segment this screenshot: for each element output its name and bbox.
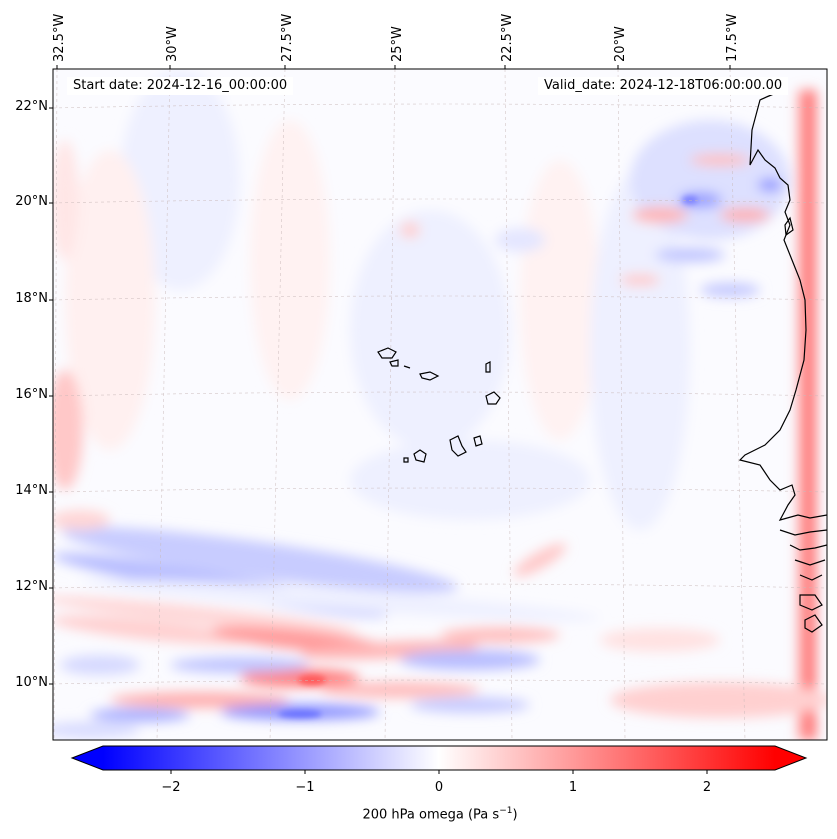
lat-label-22n: 22°N bbox=[15, 99, 48, 114]
colorbar-label: 200 hPa omega (Pa s−1) bbox=[362, 806, 518, 823]
lon-label-32-5w: 32.5°W bbox=[52, 13, 67, 62]
colorbar-tick-label: −1 bbox=[295, 780, 315, 795]
colorbar-units-exponent: −1 bbox=[499, 806, 513, 816]
lat-label-14n: 14°N bbox=[15, 483, 48, 498]
lon-label-20w: 20°W bbox=[613, 26, 628, 62]
lat-label-12n: 12°N bbox=[15, 579, 48, 594]
colorbar bbox=[70, 745, 808, 774]
colorbar-variable: 200 hPa omega bbox=[362, 807, 464, 823]
cape-verde-islands bbox=[377, 347, 501, 463]
start-date-label: Start date: 2024-12-16_00:00:00 bbox=[67, 77, 294, 95]
lon-label-17-5w: 17.5°W bbox=[725, 13, 740, 62]
map-frame bbox=[52, 68, 828, 741]
lat-label-10n: 10°N bbox=[15, 675, 48, 690]
coastline bbox=[738, 89, 827, 633]
colorbar-tick-label: −2 bbox=[161, 780, 181, 795]
axis-ticks bbox=[49, 65, 731, 685]
lon-label-22-5w: 22.5°W bbox=[500, 13, 515, 62]
colorbar-tick-label: 2 bbox=[702, 780, 712, 795]
colorbar-tick-label: 0 bbox=[434, 780, 444, 795]
graticule bbox=[53, 69, 827, 740]
valid-date-label: Valid_date: 2024-12-18T06:00:00.00 bbox=[538, 77, 789, 95]
colorbar-units: Pa s bbox=[473, 807, 500, 823]
lon-label-25w: 25°W bbox=[390, 26, 405, 62]
colorbar-tick-label: 1 bbox=[568, 780, 578, 795]
lon-label-27-5w: 27.5°W bbox=[280, 13, 295, 62]
lon-label-30w: 30°W bbox=[165, 26, 180, 62]
omega-field bbox=[53, 70, 827, 740]
lat-label-16n: 16°N bbox=[15, 387, 48, 402]
lat-label-20n: 20°N bbox=[15, 194, 48, 209]
lat-label-18n: 18°N bbox=[15, 291, 48, 306]
